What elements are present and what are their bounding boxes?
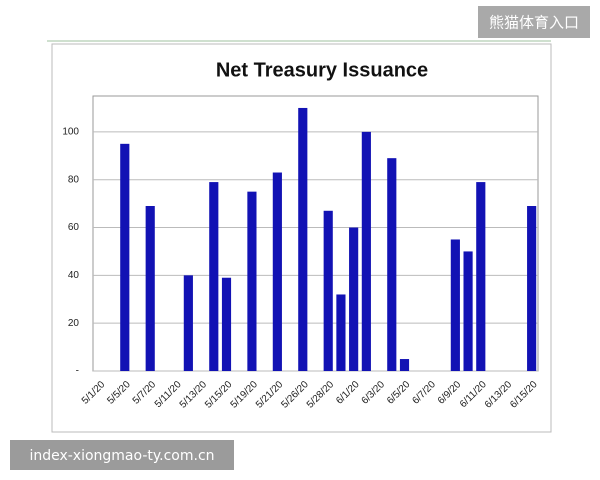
bar xyxy=(272,172,282,371)
bar xyxy=(145,206,155,371)
bar xyxy=(450,239,460,371)
bar xyxy=(387,158,397,371)
y-tick-label: 20 xyxy=(68,318,80,329)
chart-title: Net Treasury Issuance xyxy=(216,59,428,81)
watermark-bg xyxy=(10,440,234,470)
y-tick-label: 80 xyxy=(68,174,80,185)
y-tick-label: 60 xyxy=(68,222,80,233)
bar xyxy=(349,227,359,371)
bar xyxy=(183,275,193,371)
bar xyxy=(463,251,473,371)
bar xyxy=(221,277,232,371)
bar xyxy=(247,191,257,371)
bar xyxy=(323,210,333,371)
bar xyxy=(476,182,486,371)
bar xyxy=(336,294,346,371)
bar xyxy=(298,107,308,372)
bar xyxy=(209,182,219,371)
bar xyxy=(120,143,130,371)
y-tick-label: - xyxy=(76,366,79,377)
y-tick-label: 100 xyxy=(62,127,79,138)
bar xyxy=(399,359,410,371)
watermark: index-xiongmao-ty.com.cn xyxy=(29,448,214,464)
bar xyxy=(361,131,371,371)
bar xyxy=(527,206,537,371)
watermark: 熊猫体育入口 xyxy=(489,14,579,32)
watermark-bg xyxy=(478,6,590,38)
y-tick-label: 40 xyxy=(68,270,80,281)
